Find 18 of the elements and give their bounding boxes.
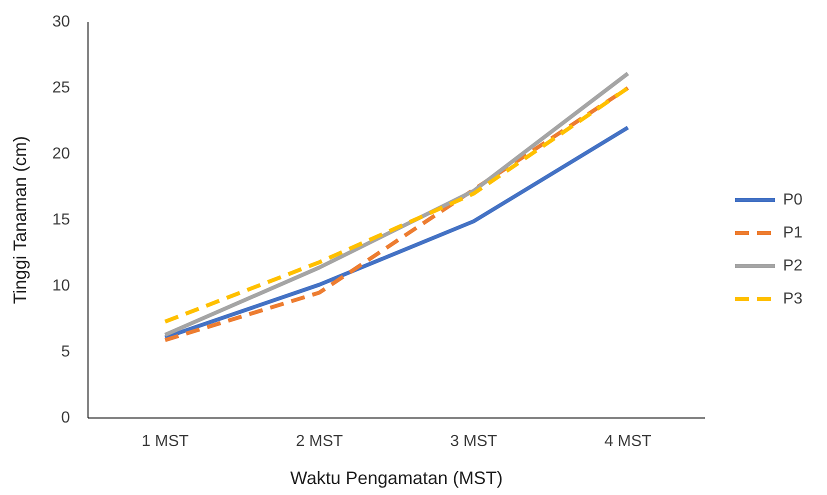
- y-tick-label: 5: [61, 344, 70, 360]
- x-tick-label: 1 MST: [142, 433, 189, 450]
- y-tick-label: 20: [52, 146, 70, 162]
- legend-label: P2: [783, 258, 803, 274]
- line-series: [163, 126, 630, 340]
- y-tick-label: 0: [61, 410, 70, 426]
- x-tick-label: 4 MST: [604, 433, 652, 450]
- y-tick-label: 30: [52, 14, 70, 30]
- x-tick-label: 2 MST: [296, 433, 344, 450]
- x-tick-label: 3 MST: [450, 433, 498, 450]
- y-tick-label: 25: [52, 80, 70, 96]
- legend-label: P0: [783, 192, 803, 208]
- legend-label: P1: [783, 224, 803, 242]
- y-axis-title: Tinggi Tanaman (cm): [10, 136, 30, 304]
- y-tick-label: 15: [52, 212, 70, 228]
- x-axis-title: Waktu Pengamatan (MST): [290, 468, 503, 488]
- y-tick-label: 10: [52, 278, 70, 294]
- legend-label: P3: [783, 290, 803, 308]
